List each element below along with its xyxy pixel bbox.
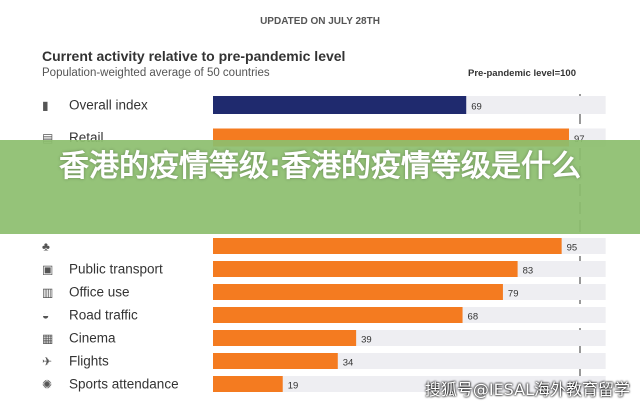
bar xyxy=(213,307,463,323)
bar xyxy=(213,353,338,369)
watermark: 搜狐号@IESAL海外教育留学 xyxy=(424,380,630,399)
film-icon: ▦ xyxy=(42,332,53,346)
data-label: 69 xyxy=(471,102,482,113)
bar xyxy=(213,330,357,346)
updated-date: UPDATED ON JULY 28TH xyxy=(260,16,380,27)
bar-chart-icon: ▮ xyxy=(42,99,49,113)
office-building-icon: ▥ xyxy=(42,286,53,300)
bar xyxy=(213,96,467,114)
chart-subtitle: Population-weighted average of 50 countr… xyxy=(42,67,270,79)
category-label: Road traffic xyxy=(69,308,138,323)
reference-label: Pre-pandemic level=100 xyxy=(468,68,576,79)
headline: 香港的疫情等级:香港的疫情等级是什么 xyxy=(59,149,581,184)
car-icon: ◒ xyxy=(42,309,49,323)
data-label: 95 xyxy=(567,243,578,254)
chart-title: Current activity relative to pre-pandemi… xyxy=(42,48,346,64)
headline-banner xyxy=(0,140,640,234)
bar xyxy=(213,284,503,300)
bus-icon: ▣ xyxy=(42,263,53,277)
bar xyxy=(213,238,562,254)
data-label: 97 xyxy=(574,134,585,145)
bar xyxy=(213,376,283,392)
category-label: Sports attendance xyxy=(69,377,179,392)
category-label: Public transport xyxy=(69,262,163,277)
airplane-icon: ✈ xyxy=(42,355,52,369)
category-label: Overall index xyxy=(69,98,148,113)
tree-icon: ♣ xyxy=(42,240,50,254)
data-label: 79 xyxy=(508,289,519,300)
category-label: Cinema xyxy=(69,331,116,346)
ball-icon: ✺ xyxy=(42,378,52,392)
data-label: 68 xyxy=(468,312,479,323)
bar xyxy=(213,261,518,277)
shop-icon: ▤ xyxy=(42,131,53,145)
category-label: Flights xyxy=(69,354,109,369)
data-label: 39 xyxy=(361,335,372,346)
category-label: Office use xyxy=(69,285,130,300)
data-label: 83 xyxy=(523,266,534,277)
data-label: 19 xyxy=(288,381,299,392)
data-label: 34 xyxy=(343,358,354,369)
bar-track xyxy=(213,376,606,392)
